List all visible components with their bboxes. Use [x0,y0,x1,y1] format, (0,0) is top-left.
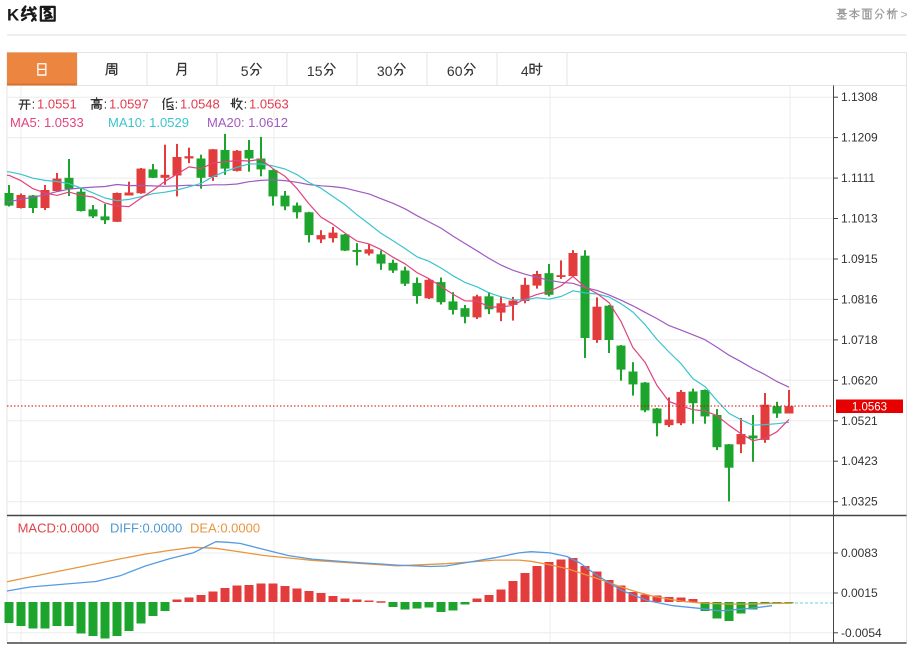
svg-text:1.1209: 1.1209 [841,131,878,145]
svg-text:1.0563: 1.0563 [852,401,887,413]
svg-text:4: 4 [521,63,529,79]
svg-text:1.0548: 1.0548 [180,97,220,112]
svg-text:1.0597: 1.0597 [109,97,149,112]
svg-text:1: 1 [307,63,315,79]
svg-text:1.0915: 1.0915 [841,252,878,266]
svg-text:K: K [7,6,20,25]
svg-text:1.0563: 1.0563 [249,97,289,112]
svg-text:5: 5 [315,63,323,79]
svg-text:6: 6 [447,63,455,79]
svg-text:0.0015: 0.0015 [841,586,878,600]
svg-text:0.0083: 0.0083 [841,546,878,560]
svg-text:DIFF:0.0000: DIFF:0.0000 [110,521,182,536]
svg-text:3: 3 [377,63,385,79]
svg-text:0: 0 [385,63,393,79]
svg-text:1.0718: 1.0718 [841,333,878,347]
svg-text:-0.0054: -0.0054 [841,626,882,640]
svg-text:1.1013: 1.1013 [841,212,878,226]
svg-text:MA5: 1.0533: MA5: 1.0533 [10,115,84,130]
svg-text:1.0551: 1.0551 [37,97,77,112]
svg-text:1.0325: 1.0325 [841,495,878,509]
svg-text:1.1308: 1.1308 [841,90,878,104]
svg-text:5: 5 [241,63,249,79]
svg-text:1.0620: 1.0620 [841,373,878,387]
svg-text::: : [32,97,36,112]
svg-text:0: 0 [455,63,463,79]
svg-text:>: > [901,8,908,22]
svg-text:MACD:0.0000: MACD:0.0000 [18,521,100,536]
svg-text:1.0521: 1.0521 [841,414,878,428]
svg-text::: : [175,97,179,112]
svg-text:DEA:0.0000: DEA:0.0000 [190,521,260,536]
svg-text:MA20: 1.0612: MA20: 1.0612 [207,115,288,130]
svg-text::: : [104,97,108,112]
svg-text::: : [244,97,248,112]
svg-text:1.0423: 1.0423 [841,454,878,468]
svg-text:MA10: 1.0529: MA10: 1.0529 [108,115,189,130]
svg-text:1.0816: 1.0816 [841,292,878,306]
svg-text:1.1111: 1.1111 [841,171,875,185]
